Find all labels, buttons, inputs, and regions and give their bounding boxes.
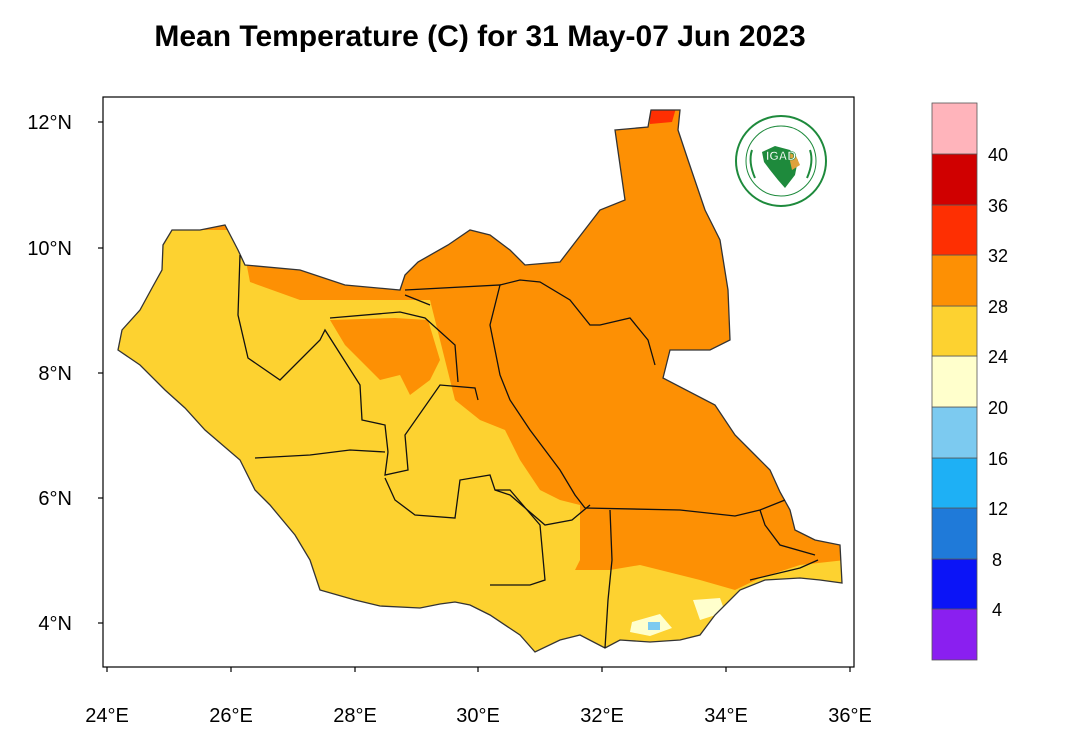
band-24-28-nw: [150, 270, 240, 295]
x-tick-label: 34°E: [704, 705, 748, 727]
x-tick-label: 32°E: [580, 705, 624, 727]
laurel-icon: [749, 149, 756, 179]
band-28-32-west: [330, 318, 440, 395]
colorbar-label: 40: [988, 145, 1008, 165]
x-tick-label: 36°E: [828, 705, 872, 727]
colorbar: [931, 102, 978, 661]
igad-logo: IGAD: [735, 115, 827, 207]
colorbar-swatch: [931, 558, 978, 610]
colorbar-swatch: [931, 254, 978, 307]
colorbar-label: 32: [988, 246, 1008, 266]
band-32-36: [650, 110, 676, 124]
colorbar-label: 28: [988, 297, 1008, 317]
axis-ticks: [98, 121, 851, 672]
band-16-20: [648, 622, 660, 630]
colorbar-label: 12: [988, 499, 1008, 519]
colorbar-label: 20: [988, 398, 1008, 418]
x-tick-label: 26°E: [209, 705, 253, 727]
colorbar-swatch: [931, 305, 978, 357]
state-boundaries: [237, 254, 819, 649]
x-tick-label: 24°E: [85, 705, 129, 727]
colorbar-label: 16: [988, 449, 1008, 469]
logo-text: IGAD: [766, 149, 796, 163]
colorbar-swatch: [931, 204, 978, 256]
colorbar-swatch: [931, 406, 978, 459]
colorbar-swatch: [931, 608, 978, 661]
y-tick-label: 6°N: [38, 488, 72, 510]
colorbar-swatch: [931, 355, 978, 408]
x-tick-label: 30°E: [456, 705, 500, 727]
colorbar-swatch: [931, 457, 978, 509]
colorbar-label: 36: [988, 196, 1008, 216]
colorbar-swatch: [931, 507, 978, 560]
colorbar-label: 24: [988, 347, 1008, 367]
y-tick-label: 4°N: [38, 613, 72, 635]
map-title: Mean Temperature (C) for 31 May-07 Jun 2…: [154, 20, 806, 53]
y-tick-label: 10°N: [27, 238, 72, 260]
country-outline: [117, 109, 843, 653]
y-tick-label: 8°N: [38, 363, 72, 385]
colorbar-swatch: [931, 153, 978, 206]
colorbar-label: 4: [992, 600, 1002, 620]
y-tick-label: 12°N: [27, 112, 72, 134]
x-tick-label: 28°E: [333, 705, 377, 727]
colorbar-swatch: [931, 102, 978, 155]
colorbar-label: 8: [992, 550, 1002, 570]
